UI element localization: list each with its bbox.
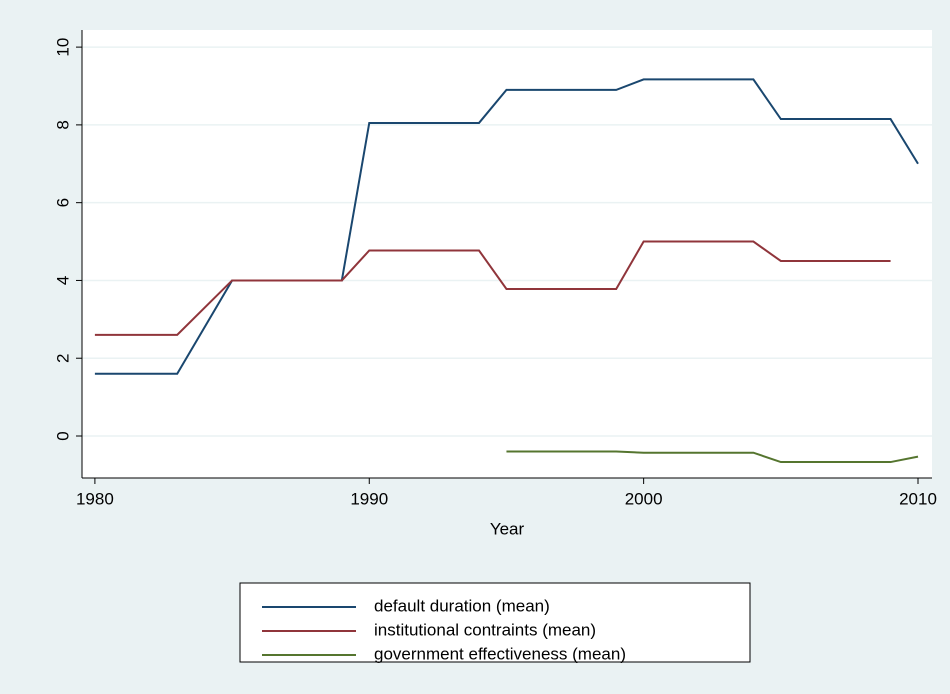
y-tick-label: 10 bbox=[53, 38, 72, 57]
y-tick-label: 8 bbox=[53, 120, 72, 129]
x-tick-label: 2000 bbox=[625, 489, 663, 508]
x-tick-label: 1980 bbox=[76, 489, 114, 508]
series-line bbox=[94, 240, 891, 336]
x-axis-label: Year bbox=[490, 519, 525, 538]
series-line bbox=[506, 450, 919, 464]
legend-label: government effectiveness (mean) bbox=[374, 644, 626, 663]
y-tick-label: 0 bbox=[53, 431, 72, 440]
y-tick-label: 6 bbox=[53, 198, 72, 207]
plot-area bbox=[82, 30, 932, 478]
legend bbox=[239, 582, 751, 663]
x-tick-label: 1990 bbox=[350, 489, 388, 508]
legend-label: institutional contraints (mean) bbox=[374, 620, 596, 639]
legend-label: default duration (mean) bbox=[374, 596, 550, 615]
x-tick-label: 2010 bbox=[899, 489, 937, 508]
y-tick-label: 4 bbox=[53, 276, 72, 285]
y-tick-label: 2 bbox=[53, 353, 72, 362]
